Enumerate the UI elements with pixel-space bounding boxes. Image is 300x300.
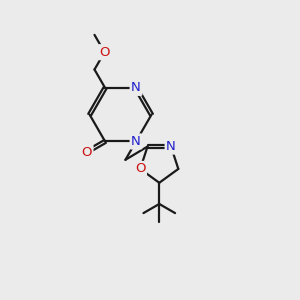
- Text: N: N: [131, 81, 141, 94]
- Text: N: N: [166, 140, 176, 153]
- Text: O: O: [99, 46, 110, 59]
- Text: N: N: [131, 135, 141, 148]
- Text: O: O: [82, 146, 92, 158]
- Text: O: O: [135, 162, 146, 176]
